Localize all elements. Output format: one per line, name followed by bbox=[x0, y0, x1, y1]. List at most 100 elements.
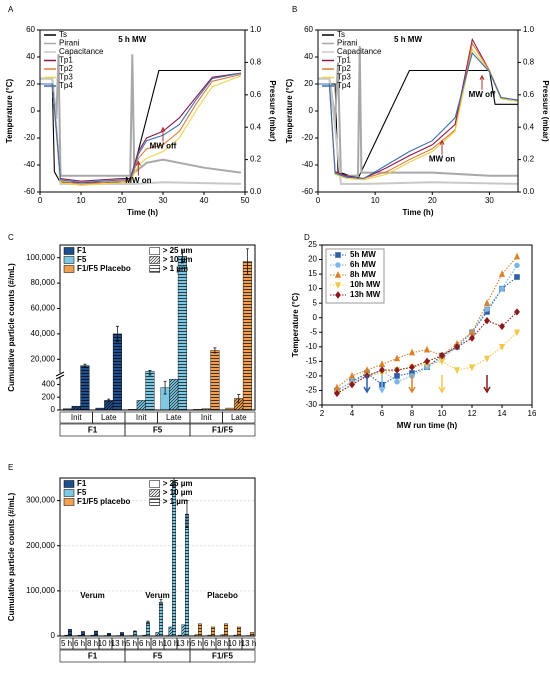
y-tick-label: 10 bbox=[308, 284, 317, 293]
legend-swatch bbox=[149, 480, 160, 488]
y2-tick-label: 0.4 bbox=[250, 122, 262, 131]
error-bar bbox=[163, 380, 167, 395]
y-tick-label: 300,000 bbox=[26, 496, 55, 505]
bar bbox=[155, 632, 160, 637]
x-tick-label: Init bbox=[136, 413, 147, 422]
x-tick-label: 10 h bbox=[228, 639, 244, 648]
panel-label: D bbox=[304, 233, 310, 242]
legend-label: > 10 µm bbox=[163, 488, 193, 497]
y-tick-label: 60,000 bbox=[31, 304, 56, 313]
y-tick-label: 20 bbox=[26, 79, 35, 88]
y-tick-label: 80,000 bbox=[31, 278, 56, 287]
marker bbox=[348, 371, 356, 379]
bar bbox=[242, 261, 252, 411]
y-tick-label: 0 bbox=[31, 106, 36, 115]
y-tick-label: -5 bbox=[310, 327, 318, 336]
bar bbox=[224, 623, 228, 637]
marker bbox=[498, 344, 506, 351]
legend-label: F1/F5 Placebo bbox=[77, 264, 131, 273]
bar bbox=[210, 350, 220, 411]
legend-label: Tp1 bbox=[59, 56, 73, 65]
y-tick-label: -25 bbox=[305, 386, 317, 395]
legend-swatch bbox=[63, 256, 75, 264]
legend-label: > 25 µm bbox=[163, 246, 193, 255]
marker bbox=[483, 299, 491, 306]
error-bar bbox=[245, 248, 249, 275]
bar bbox=[81, 631, 85, 637]
bar bbox=[169, 379, 179, 411]
x-tick-label: 30 bbox=[159, 196, 168, 205]
x-tick-label: 8 bbox=[410, 409, 415, 418]
x-tick-label: 10 bbox=[438, 409, 447, 418]
x-tick-label: 16 bbox=[528, 409, 537, 418]
y-axis-label: Temperature (°C) bbox=[285, 78, 294, 143]
x-axis-label: Time (h) bbox=[403, 208, 434, 217]
error-bar bbox=[115, 325, 119, 342]
plot-frame bbox=[59, 244, 256, 411]
legend-label: Pirani bbox=[337, 39, 358, 48]
y-tick-label: 40,000 bbox=[31, 329, 56, 338]
y-tick-label: 0 bbox=[309, 106, 314, 115]
x-tick-label: 10 bbox=[77, 196, 86, 205]
error-bar bbox=[107, 398, 111, 403]
group-sublabel: Verum bbox=[80, 591, 104, 600]
marker bbox=[393, 354, 401, 362]
x-tick-label: 10 h bbox=[98, 639, 114, 648]
bar bbox=[94, 630, 98, 637]
y-tick-label: -40 bbox=[301, 160, 313, 169]
marker bbox=[453, 367, 461, 375]
x-tick-label: 5 h bbox=[126, 639, 137, 648]
series-line bbox=[40, 72, 242, 184]
annotation-arrow bbox=[439, 139, 445, 155]
y2-axis-label: Pressure (mbar) bbox=[541, 80, 550, 142]
legend-label: Ts bbox=[59, 30, 67, 39]
y-tick-label: 0 bbox=[51, 405, 56, 414]
y2-tick-label: 0.6 bbox=[523, 90, 535, 99]
bar bbox=[120, 632, 124, 637]
group-label: F1/F5 bbox=[212, 426, 233, 435]
group-label: F1/F5 bbox=[212, 652, 233, 661]
legend-label: Tp4 bbox=[337, 81, 351, 90]
marker bbox=[484, 306, 490, 312]
bar bbox=[211, 626, 215, 637]
x-tick-label: 20 bbox=[118, 196, 127, 205]
x-tick-label: Late bbox=[166, 413, 182, 422]
plot-frame bbox=[59, 477, 256, 637]
x-tick-label: 8 h bbox=[87, 639, 98, 648]
bar bbox=[181, 624, 186, 637]
y-axis-label: Cumulative particle counts (#/mL) bbox=[7, 263, 16, 392]
error-bar bbox=[133, 630, 137, 633]
marker bbox=[498, 270, 506, 277]
series-line bbox=[336, 311, 518, 394]
group-sublabel: Verum bbox=[145, 591, 169, 600]
bar bbox=[112, 333, 122, 411]
bar bbox=[168, 626, 173, 637]
marker bbox=[513, 329, 521, 337]
x-tick-label: Init bbox=[71, 413, 82, 422]
error-bar bbox=[83, 363, 87, 368]
y-tick-label: -30 bbox=[305, 400, 317, 409]
y-tick-label: -10 bbox=[305, 342, 317, 351]
legend-swatch bbox=[149, 256, 160, 264]
marker bbox=[514, 262, 520, 269]
bar bbox=[185, 513, 189, 637]
x-tick-label: 2 bbox=[320, 409, 325, 418]
category-cell bbox=[241, 637, 256, 650]
y2-tick-label: 0.2 bbox=[250, 155, 262, 164]
legend-label: > 1 µm bbox=[163, 497, 188, 506]
x-tick-label: 12 bbox=[468, 409, 477, 418]
group-label: F5 bbox=[153, 652, 163, 661]
legend-label: 5h MW bbox=[350, 250, 376, 259]
marker bbox=[469, 334, 475, 342]
y2-tick-label: 0.8 bbox=[250, 58, 262, 67]
marker bbox=[468, 364, 476, 372]
y2-tick-label: 1.0 bbox=[523, 25, 535, 34]
x-tick-label: 30 bbox=[485, 196, 494, 205]
series-line bbox=[318, 51, 519, 180]
bar bbox=[145, 371, 155, 411]
annotation: MW on bbox=[429, 155, 455, 164]
legend-label: Tp2 bbox=[59, 64, 73, 73]
panel-label: A bbox=[8, 5, 14, 14]
marker bbox=[483, 355, 491, 363]
